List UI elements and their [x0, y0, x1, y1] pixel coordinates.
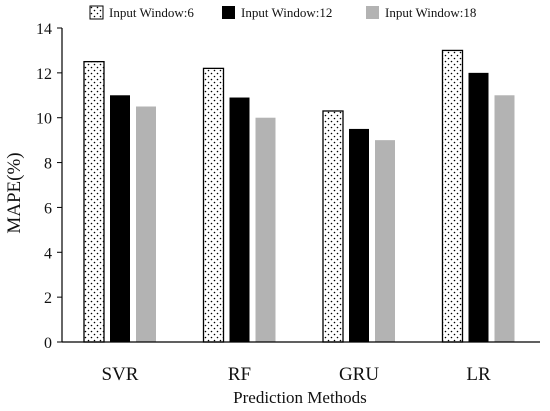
y-tick-label: 2	[44, 290, 52, 307]
x-axis: SVR RF GRU LR	[62, 341, 540, 385]
y-axis-title: MAPE(%)	[4, 152, 25, 233]
x-category-label: SVR	[102, 364, 139, 385]
legend-swatch	[366, 6, 379, 19]
bar-lr-series-3	[494, 95, 515, 343]
legend: Input Window:6 Input Window:12 Input Windo…	[89, 5, 476, 20]
y-tick-label: 14	[36, 21, 52, 38]
x-category-label: LR	[466, 364, 491, 385]
bar-gru-series-1	[322, 110, 344, 343]
bar-lr-series-2	[468, 72, 489, 342]
legend-label: Input Window:12	[241, 5, 332, 20]
y-tick-label: 4	[44, 245, 52, 262]
y-tick-label: 6	[44, 200, 52, 217]
y-tick-label: 10	[36, 111, 52, 128]
y-tick-label: 12	[36, 66, 52, 83]
bars	[83, 49, 515, 343]
legend-label: Input Window:6	[109, 5, 194, 20]
x-category-label: RF	[228, 364, 251, 385]
bar-rf-series-3	[255, 117, 276, 342]
y-tick-label: 8	[44, 156, 52, 173]
x-category-label: GRU	[339, 364, 379, 385]
legend-label: Input Window:18	[385, 5, 476, 20]
bar-svr-series-1	[83, 60, 105, 343]
bar-gru-series-3	[375, 140, 395, 342]
bar-svr-series-2	[110, 95, 130, 343]
bar-gru-series-2	[349, 128, 369, 342]
y-tick-label: 0	[44, 335, 52, 352]
legend-swatch	[89, 5, 104, 20]
bar-rf-series-2	[229, 97, 250, 343]
bar-lr-series-1	[441, 49, 464, 343]
bar-rf-series-1	[202, 67, 225, 343]
bar-svr-series-3	[136, 106, 156, 342]
legend-swatch	[222, 6, 235, 19]
y-axis: 0 2 4 6 8 10 12 14	[36, 21, 63, 352]
x-axis-title: Prediction Methods	[233, 388, 367, 407]
